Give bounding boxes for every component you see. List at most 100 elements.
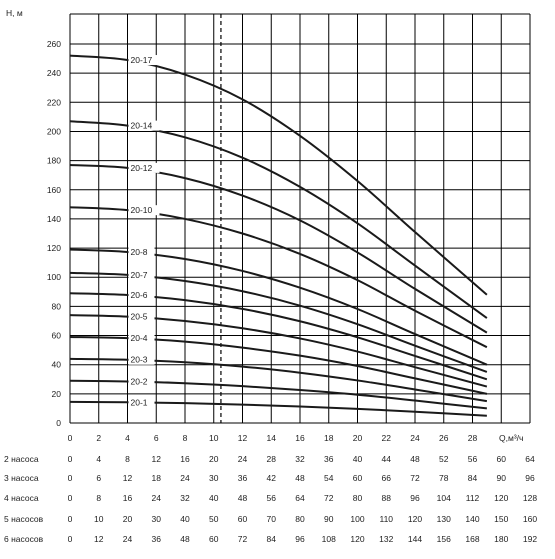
x-tick-label: 22	[382, 433, 392, 443]
x-tick-label: 0	[68, 433, 73, 443]
pump-row-value: 60	[238, 514, 248, 524]
curve-label-bg	[128, 311, 155, 322]
pump-row-value: 18	[152, 473, 162, 483]
pump-row-value: 0	[68, 514, 73, 524]
curve-label-20-3: 20-3	[131, 355, 148, 365]
pump-row-value: 12	[152, 454, 162, 464]
x-axis-label: Q,м³/ч	[499, 433, 523, 443]
pump-row-value: 56	[267, 493, 277, 503]
x-tick-label: 2	[96, 433, 101, 443]
y-axis-label: H, м	[6, 8, 23, 18]
pump-row-value: 72	[324, 493, 334, 503]
x-tick-label: 20	[353, 433, 363, 443]
y-tick-label: 40	[52, 360, 62, 370]
pump-row-label: 6 насосов	[4, 534, 44, 544]
pump-row-value: 36	[324, 454, 334, 464]
pump-row-label: 4 насоса	[4, 493, 39, 503]
pump-row-value: 150	[494, 514, 508, 524]
curve-label-20-2: 20-2	[131, 376, 148, 386]
x-tick-label: 14	[267, 433, 277, 443]
pump-row-value: 30	[152, 514, 162, 524]
pump-row-value: 0	[68, 473, 73, 483]
curve-label-20-17: 20-17	[131, 55, 153, 65]
pump-row-value: 48	[238, 493, 248, 503]
pump-row-value: 4	[96, 454, 101, 464]
pump-row-value: 96	[525, 473, 535, 483]
pump-row-value: 8	[96, 493, 101, 503]
x-tick-label: 18	[324, 433, 334, 443]
pump-row-value: 50	[209, 514, 219, 524]
labels: 20-1 20-2 20-3 20-4 20-5 20-6 20-7 20-8 20-10 20-…	[128, 55, 160, 408]
pump-row-value: 78	[439, 473, 449, 483]
pump-row-value: 70	[267, 514, 277, 524]
y-tick-label: 140	[47, 214, 61, 224]
curve-label-20-12: 20-12	[131, 163, 153, 173]
pump-row-value: 40	[209, 493, 219, 503]
pump-row-value: 130	[437, 514, 451, 524]
curve-label-20-14: 20-14	[131, 121, 153, 131]
pump-row-value: 84	[468, 473, 478, 483]
pump-row-value: 24	[180, 473, 190, 483]
pump-row-value: 140	[465, 514, 479, 524]
pump-row-value: 72	[238, 534, 248, 544]
pump-row-value: 52	[439, 454, 449, 464]
pump-row-value: 156	[437, 534, 451, 544]
pump-row-value: 32	[180, 493, 190, 503]
pump-row-value: 104	[437, 493, 451, 503]
x-tick-label: 6	[154, 433, 159, 443]
curve-20-8	[69, 248, 488, 366]
y-tick-label: 60	[52, 331, 62, 341]
pump-row-label: 5 насосов	[4, 514, 44, 524]
pump-row-value: 80	[353, 493, 363, 503]
pump-row-value: 56	[468, 454, 478, 464]
pump-row-value: 32	[295, 454, 305, 464]
pump-row-value: 64	[295, 493, 305, 503]
pump-row-value: 24	[152, 493, 162, 503]
x-tick-label: 12	[238, 433, 248, 443]
pump-row-value: 90	[497, 473, 507, 483]
curve-label-20-8: 20-8	[131, 247, 148, 257]
pump-row-value: 8	[125, 454, 130, 464]
pump-row-value: 66	[382, 473, 392, 483]
y-tick-label: 180	[47, 156, 61, 166]
pump-row-value: 192	[523, 534, 537, 544]
pump-row-value: 120	[494, 493, 508, 503]
y-tick-label: 260	[47, 39, 61, 49]
pump-row-value: 84	[267, 534, 277, 544]
pump-row-value: 10	[94, 514, 104, 524]
pump-row-value: 20	[209, 454, 219, 464]
curve-label-bg	[128, 354, 155, 365]
y-tick-label: 80	[52, 301, 62, 311]
pump-row-value: 16	[180, 454, 190, 464]
x-tick-label: 10	[209, 433, 219, 443]
curve-label-20-4: 20-4	[131, 333, 148, 343]
pump-row-value: 12	[123, 473, 133, 483]
pump-row-label: 2 насоса	[4, 454, 39, 464]
pump-row-value: 42	[267, 473, 277, 483]
pump-row-value: 12	[94, 534, 104, 544]
pump-row-value: 54	[324, 473, 334, 483]
x-tick-label: 24	[410, 433, 420, 443]
pump-row-value: 128	[523, 493, 537, 503]
curve-label-bg	[128, 376, 155, 387]
y-tick-label: 0	[56, 418, 61, 428]
pump-row-value: 180	[494, 534, 508, 544]
pump-row-value: 60	[497, 454, 507, 464]
pump-row-value: 160	[523, 514, 537, 524]
x-tick-label: 16	[295, 433, 305, 443]
x-tick-label: 8	[183, 433, 188, 443]
curve-label-bg	[128, 55, 160, 66]
pump-row-value: 60	[353, 473, 363, 483]
pump-row-value: 110	[379, 514, 393, 524]
y-tick-label: 240	[47, 68, 61, 78]
curve-label-bg	[128, 120, 160, 131]
curve-label-bg	[128, 162, 160, 173]
pump-row-value: 40	[353, 454, 363, 464]
pump-row-value: 120	[408, 514, 422, 524]
curve-label-bg	[128, 269, 155, 280]
pump-row-value: 108	[322, 534, 336, 544]
pump-row-value: 80	[295, 514, 305, 524]
pump-row-value: 168	[465, 534, 479, 544]
pump-row-value: 48	[295, 473, 305, 483]
